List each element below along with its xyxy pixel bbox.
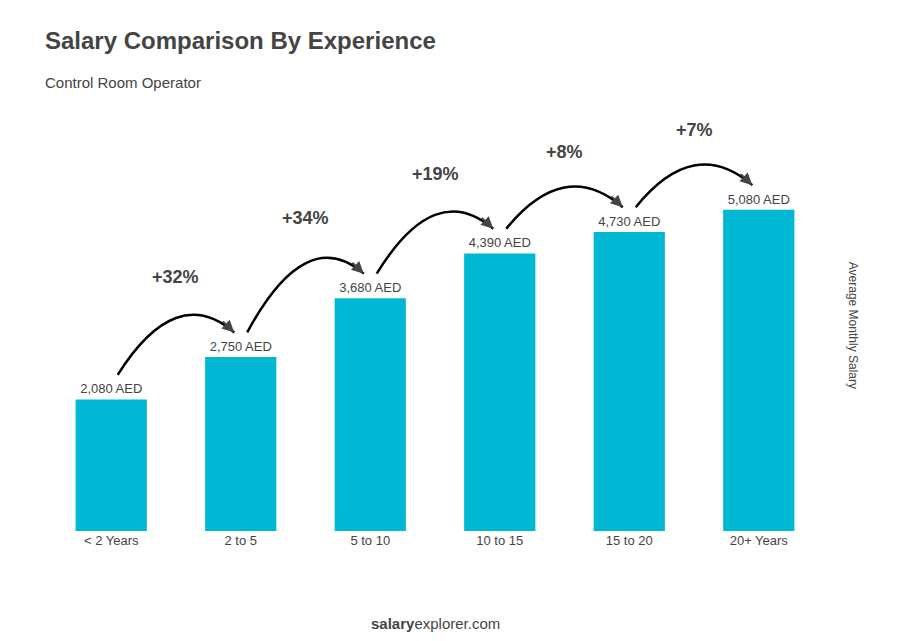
svg-text:4,730 AED: 4,730 AED [598,214,660,229]
svg-text:+34%: +34% [282,208,329,228]
svg-text:2,750 AED: 2,750 AED [210,339,272,354]
svg-text:Control Room Operator: Control Room Operator [45,74,201,91]
svg-text:15 to 20: 15 to 20 [606,533,653,548]
svg-text:5,080 AED: 5,080 AED [728,192,790,207]
svg-text:+8%: +8% [546,142,583,162]
svg-text:Average Monthly Salary: Average Monthly Salary [846,262,860,389]
svg-text:4,390 AED: 4,390 AED [469,235,531,250]
svg-text:+32%: +32% [152,267,199,287]
svg-text:salaryexplorer.com: salaryexplorer.com [371,615,500,632]
svg-text:< 2 Years: < 2 Years [84,533,139,548]
svg-text:+7%: +7% [676,120,713,140]
svg-text:3,680 AED: 3,680 AED [339,280,401,295]
svg-text:Salary Comparison By Experienc: Salary Comparison By Experience [45,27,436,54]
svg-text:+19%: +19% [412,164,459,184]
svg-text:5 to 10: 5 to 10 [350,533,390,548]
svg-text:20+ Years: 20+ Years [730,533,789,548]
svg-text:10 to 15: 10 to 15 [476,533,523,548]
svg-text:2,080 AED: 2,080 AED [80,381,142,396]
svg-text:2 to 5: 2 to 5 [224,533,257,548]
